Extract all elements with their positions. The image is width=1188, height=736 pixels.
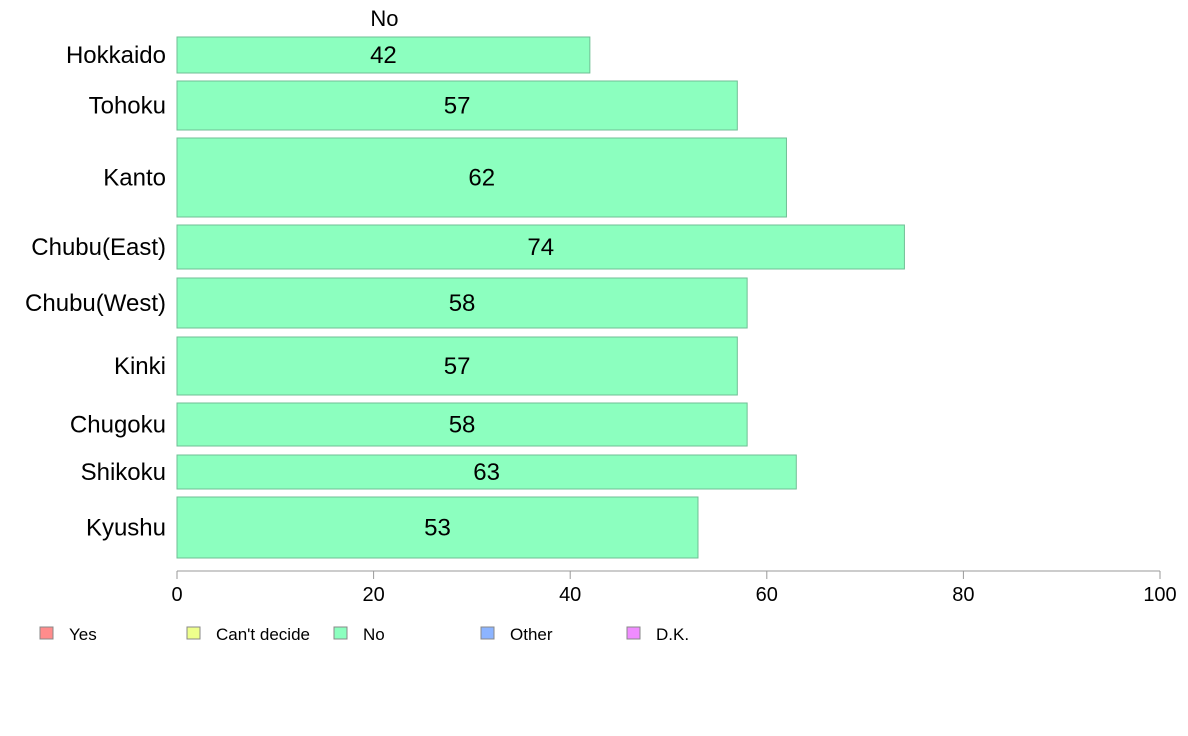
bar-shikoku [176, 454, 797, 490]
value-label: 57 [444, 93, 471, 120]
column-header: No [370, 6, 398, 31]
category-label: Kinki [114, 353, 166, 380]
bar-kinki [176, 336, 738, 396]
bar-kanto [176, 137, 787, 218]
x-tick-label: 40 [559, 584, 581, 606]
value-label: 62 [468, 165, 495, 192]
legend-swatch [626, 626, 641, 640]
x-tick-label: 80 [952, 584, 974, 606]
category-label: Hokkaido [66, 42, 166, 69]
value-label: 58 [449, 412, 476, 439]
x-tick-label: 100 [1143, 584, 1176, 606]
bar-kyushu [176, 496, 699, 559]
category-label: Kanto [103, 165, 166, 192]
bar-hokkaido [176, 36, 591, 74]
legend-label: Can't decide [216, 625, 310, 644]
category-label: Kyushu [86, 515, 166, 542]
category-label: Tohoku [89, 93, 166, 120]
legend-swatch [480, 626, 495, 640]
legend-swatch [186, 626, 201, 640]
value-label: 74 [527, 234, 554, 261]
legend-swatch [333, 626, 348, 640]
legend-label: Yes [69, 625, 97, 644]
x-tick-label: 20 [362, 584, 384, 606]
legend-label: No [363, 625, 385, 644]
value-label: 53 [424, 515, 451, 542]
bar-tohoku [176, 80, 738, 131]
value-label: 63 [473, 459, 500, 486]
legend-label: D.K. [656, 625, 689, 644]
legend-swatch [39, 626, 54, 640]
category-label: Chubu(West) [25, 290, 166, 317]
bar-chubu-east- [176, 224, 905, 270]
bar-chubu-west- [176, 277, 748, 329]
value-label: 57 [444, 353, 471, 380]
x-tick-label: 60 [756, 584, 778, 606]
category-label: Chugoku [70, 412, 166, 439]
legend-label: Other [510, 625, 553, 644]
legend: Yes Can't decide No Other D.K. [39, 625, 689, 644]
value-label: 42 [370, 42, 397, 69]
x-axis: 0 20 40 60 80 100 [171, 570, 1177, 606]
category-label: Shikoku [81, 459, 166, 486]
category-label: Chubu(East) [31, 234, 166, 261]
value-label: 58 [449, 290, 476, 317]
bar-chugoku [176, 402, 748, 447]
bars-group: Hokkaido 42 Tohoku 57 Kanto 62 Chubu(East) 74 Ch… [25, 36, 905, 559]
x-tick-label: 0 [171, 584, 182, 606]
